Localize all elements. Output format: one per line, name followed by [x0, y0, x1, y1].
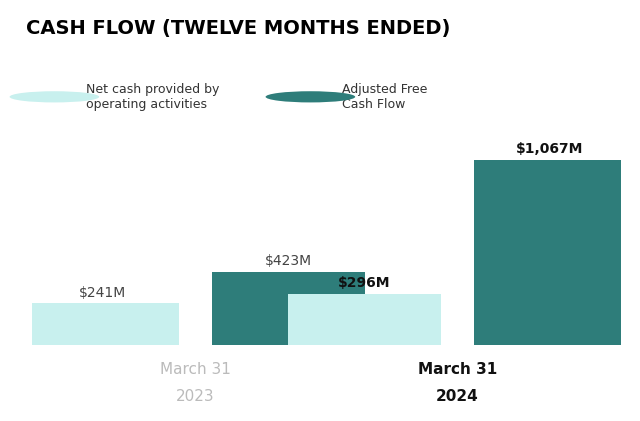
Text: March 31: March 31: [160, 362, 231, 377]
Text: $296M: $296M: [339, 276, 391, 290]
Circle shape: [10, 91, 99, 102]
Text: $423M: $423M: [265, 254, 312, 268]
Text: CASH FLOW: CASH FLOW: [26, 19, 162, 38]
Text: Net cash provided by
operating activities: Net cash provided by operating activitie…: [86, 83, 220, 111]
Bar: [474, 160, 627, 345]
Text: (TWELVE MONTHS ENDED): (TWELVE MONTHS ENDED): [162, 19, 450, 38]
Text: Adjusted Free
Cash Flow: Adjusted Free Cash Flow: [342, 83, 428, 111]
Text: $1,067M: $1,067M: [516, 142, 584, 156]
Bar: [288, 294, 441, 345]
Text: 2023: 2023: [176, 389, 215, 404]
Text: 2024: 2024: [436, 389, 479, 404]
Text: $241M: $241M: [79, 285, 127, 300]
Bar: [26, 304, 179, 345]
Circle shape: [266, 91, 355, 102]
Text: March 31: March 31: [418, 362, 497, 377]
Bar: [212, 272, 365, 345]
